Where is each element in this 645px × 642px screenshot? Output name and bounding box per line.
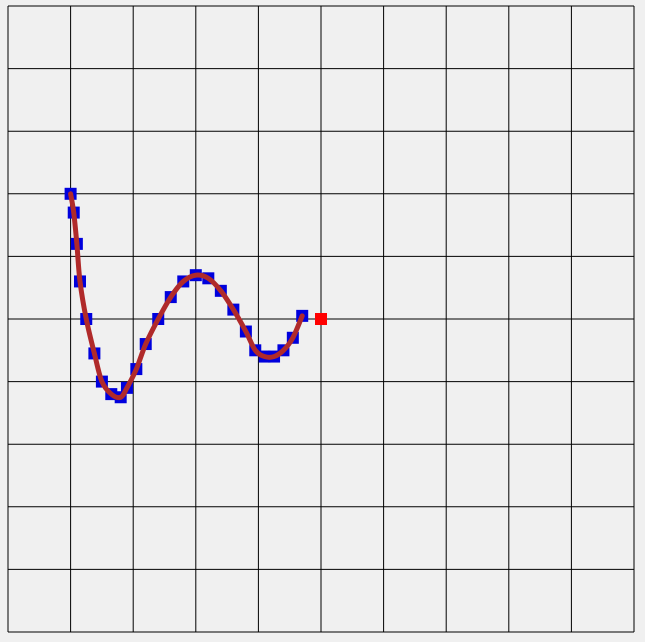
endpoint-marker (315, 313, 327, 325)
endpoint-layer (315, 313, 327, 325)
curve-layer (68, 191, 305, 401)
grid-layer (7, 5, 635, 633)
fitted-curve-line (68, 191, 305, 401)
